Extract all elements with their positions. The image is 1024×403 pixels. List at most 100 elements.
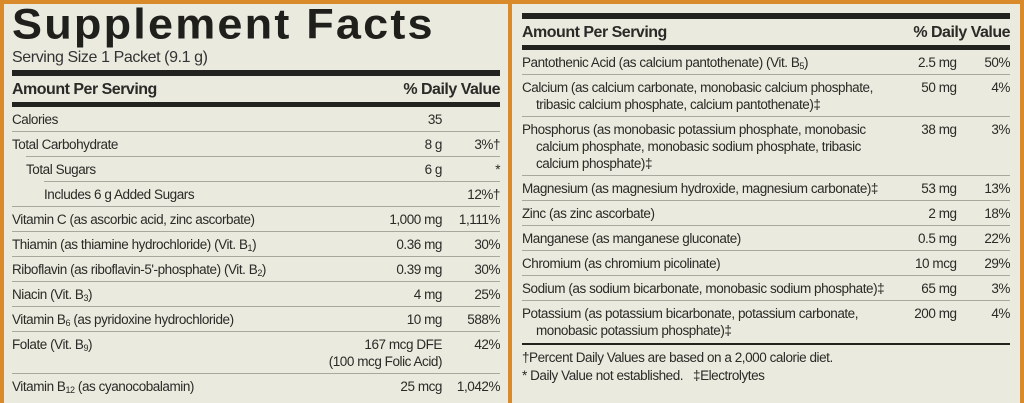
nutrient-row: Includes 6 g Added Sugars 12%† <box>44 181 500 206</box>
nutrient-name-text: Potassium (as potassium bicarbonate, pot… <box>522 306 859 338</box>
footnote-not-established: * Daily Value not established. ‡Electrol… <box>522 368 765 383</box>
nutrient-daily-value: 18% <box>984 206 1010 221</box>
nutrient-row: Total Carbohydrate 8 g 3%† <box>12 131 500 156</box>
nutrient-name: Magnesium (as magnesium hydroxide, magne… <box>522 180 896 197</box>
nutrient-name-text: Vitamin B <box>12 379 66 394</box>
nutrient-amount: 0.36 mg <box>322 236 442 253</box>
nutrient-name-text: Zinc (as zinc ascorbate) <box>522 206 655 221</box>
nutrient-name-text: Manganese (as manganese gluconate) <box>522 231 741 246</box>
nutrient-name: Calcium (as calcium carbonate, monobasic… <box>522 79 896 113</box>
nutrient-name-suffix: (as pyridoxine hydrochloride) <box>70 312 234 327</box>
nutrient-name-text: Calories <box>12 112 58 127</box>
nutrient-subscript: 5 <box>799 61 804 71</box>
nutrient-name-text: Pantothenic Acid (as calcium pantothenat… <box>522 55 800 70</box>
nutrient-daily-value: 4% <box>991 80 1010 95</box>
nutrient-amount: 8 g <box>322 136 443 153</box>
nutrient-name: Zinc (as zinc ascorbate) <box>522 205 896 222</box>
nutrient-table-right: Pantothenic Acid (as calcium pantothenat… <box>522 50 1010 342</box>
nutrient-name: Thiamin (as thiamine hydrochloride) (Vit… <box>12 236 322 253</box>
nutrient-row: Vitamin B6 (as pyridoxine hydrochloride)… <box>12 306 500 331</box>
amount-note: (100 mcg Folic Acid) <box>328 354 443 369</box>
nutrient-name: Potassium (as potassium bicarbonate, pot… <box>522 305 896 339</box>
nutrient-daily-value: 4% <box>991 306 1010 321</box>
nutrient-name: Riboflavin (as riboflavin-5'-phosphate) … <box>12 261 322 278</box>
nutrient-amount: 2.5 mg <box>896 54 957 71</box>
nutrient-name-text: Riboflavin (as riboflavin-5'-phosphate) … <box>12 262 258 277</box>
header-daily-value: % Daily Value <box>403 81 500 98</box>
nutrient-row: Sodium (as sodium bicarbonate, monobasic… <box>522 275 1010 300</box>
nutrient-daily-value: 29% <box>984 256 1010 271</box>
nutrient-daily-value: 30% <box>474 262 500 277</box>
nutrient-amount: 2 mg <box>896 205 957 222</box>
amount-value: 200 mg <box>914 306 957 321</box>
amount-value: 0.36 mg <box>396 237 442 252</box>
nutrient-name: Includes 6 g Added Sugars <box>44 186 322 203</box>
nutrient-amount: 53 mg <box>896 180 957 197</box>
nutrient-amount: 1,000 mg <box>322 211 442 228</box>
nutrient-name: Folate (Vit. B9) <box>12 336 322 370</box>
nutrient-name-text: Magnesium (as magnesium hydroxide, magne… <box>522 181 878 196</box>
nutrient-daily-value: 3% <box>991 281 1010 296</box>
nutrient-amount: 10 mcg <box>896 255 957 272</box>
amount-value: 167 mcg DFE <box>364 337 442 352</box>
amount-value: 0.39 mg <box>396 262 442 277</box>
nutrient-name-text: Thiamin (as thiamine hydrochloride) (Vit… <box>12 237 248 252</box>
nutrient-name-text: Niacin (Vit. B <box>12 287 84 302</box>
nutrient-name-text: Total Sugars <box>26 162 96 177</box>
nutrient-subscript: 12 <box>65 385 75 395</box>
nutrient-name: Manganese (as manganese gluconate) <box>522 230 896 247</box>
column-header: Amount Per Serving % Daily Value <box>12 76 500 102</box>
nutrient-name-text: Chromium (as chromium picolinate) <box>522 256 721 271</box>
nutrient-row: Manganese (as manganese gluconate) 0.5 mg… <box>522 225 1010 250</box>
column-header: Amount Per Serving % Daily Value <box>522 19 1010 45</box>
amount-value: 8 g <box>424 137 443 152</box>
nutrient-subscript: 6 <box>65 318 71 328</box>
nutrient-daily-value: 42% <box>474 337 500 352</box>
nutrient-table-left: Calories 35 Total Carbohydrate 8 g 3%† Total … <box>12 107 500 398</box>
nutrient-name: Vitamin C (as ascorbic acid, zinc ascorb… <box>12 211 322 228</box>
nutrient-name-text: Folate (Vit. B <box>12 337 84 352</box>
nutrient-name: Total Sugars <box>26 161 322 178</box>
nutrient-amount: 50 mg <box>896 79 957 113</box>
nutrient-daily-value: 3% <box>991 122 1010 137</box>
nutrient-row: Zinc (as zinc ascorbate) 2 mg 18% <box>522 200 1010 225</box>
amount-value: 65 mg <box>921 281 957 296</box>
nutrient-row: Magnesium (as magnesium hydroxide, magne… <box>522 175 1010 200</box>
nutrient-subscript: 9 <box>83 343 89 353</box>
divider-thick <box>12 102 500 107</box>
amount-value: 25 mcg <box>400 379 442 394</box>
nutrient-name: Total Carbohydrate <box>12 136 322 153</box>
nutrient-amount: 35 <box>322 111 443 128</box>
nutrient-subscript: 1 <box>247 243 253 253</box>
nutrient-name: Phosphorus (as monobasic potassium phosp… <box>522 121 896 172</box>
divider-thick <box>12 70 500 76</box>
divider-thick <box>522 13 1010 19</box>
footnotes: †Percent Daily Values are based on a 2,0… <box>522 345 1010 385</box>
nutrient-name-suffix: (as cyanocobalamin) <box>74 379 194 394</box>
amount-value: 10 mcg <box>914 256 957 271</box>
nutrient-name-suffix: ) <box>252 237 257 252</box>
amount-value: 35 <box>427 112 443 127</box>
supplement-facts-left-panel: Supplement Facts Serving Size 1 Packet (… <box>4 0 508 403</box>
nutrient-daily-value: 25% <box>474 287 500 302</box>
nutrient-name: Calories <box>12 111 322 128</box>
amount-value: 2.5 mg <box>917 55 957 70</box>
amount-value: 1,000 mg <box>389 212 442 227</box>
amount-value: 10 mg <box>406 312 443 327</box>
nutrient-name-text: Total Carbohydrate <box>12 137 118 152</box>
nutrient-name-text: Vitamin B <box>12 312 66 327</box>
nutrient-name: Vitamin B12 (as cyanocobalamin) <box>12 378 322 395</box>
header-amount: Amount Per Serving <box>12 81 157 98</box>
nutrient-row: Total Sugars 6 g * <box>26 156 500 181</box>
nutrient-row: Pantothenic Acid (as calcium pantothenat… <box>522 50 1010 74</box>
nutrient-row: Potassium (as potassium bicarbonate, pot… <box>522 300 1010 342</box>
amount-value: 50 mg <box>921 80 957 95</box>
label-title: Supplement Facts <box>12 0 435 48</box>
nutrient-row: Riboflavin (as riboflavin-5'-phosphate) … <box>12 256 500 281</box>
nutrient-name: Vitamin B6 (as pyridoxine hydrochloride) <box>12 311 322 328</box>
nutrient-row: Calories 35 <box>12 107 500 131</box>
nutrient-name: Chromium (as chromium picolinate) <box>522 255 896 272</box>
amount-value: 6 g <box>424 162 443 177</box>
nutrient-row: Vitamin B12 (as cyanocobalamin) 25 mcg 1,0… <box>12 373 500 398</box>
nutrient-name-text: Phosphorus (as monobasic potassium phosp… <box>522 122 866 171</box>
